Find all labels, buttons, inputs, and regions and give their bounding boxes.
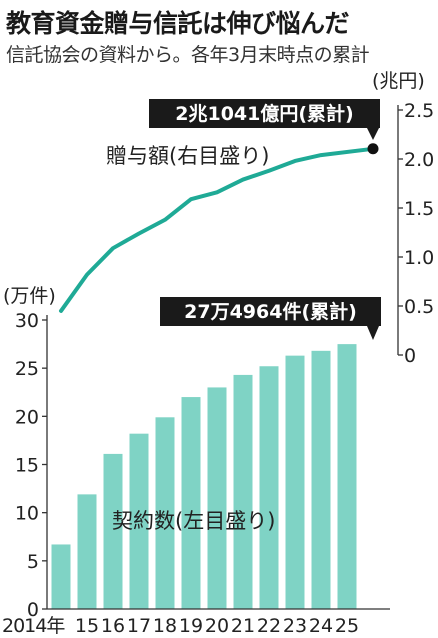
left-tick-label-0: 0: [27, 599, 39, 621]
x-tick-label-10: 24: [309, 615, 333, 637]
bar-3: [129, 433, 149, 609]
left-tick-label-3: 15: [15, 455, 39, 477]
x-tick-label-5: 19: [179, 615, 203, 637]
x-tick-label-11: 25: [335, 615, 359, 637]
line-series-label: 贈与額(右目盛り): [106, 144, 269, 168]
bar-2: [103, 453, 123, 609]
left-tick-label-6: 30: [15, 310, 39, 332]
right-tick-label-3: 1.5: [404, 198, 434, 220]
x-tick-label-4: 18: [153, 615, 177, 637]
left-tick-label-5: 25: [15, 358, 39, 380]
right-axis-unit: (兆円): [372, 70, 425, 92]
right-tick-label-1: 0.5: [404, 296, 434, 318]
right-tick-label-2: 1.0: [404, 247, 434, 269]
right-tick-label-5: 2.5: [404, 100, 434, 122]
bar-callout-text: 27万4964件(累計): [184, 300, 357, 323]
left-tick-label-2: 10: [15, 503, 39, 525]
x-tick-label-6: 20: [205, 615, 229, 637]
chart-subtitle: 信託協会の資料から。各年3月末時点の累計: [6, 44, 370, 66]
bar-0: [51, 544, 71, 609]
axes-layer: [42, 105, 403, 610]
x-tick-label-8: 22: [257, 615, 281, 637]
bar-4: [155, 417, 175, 609]
line-callout-text: 2兆1041億円(累計): [175, 102, 353, 125]
bar-callout-box: [160, 297, 381, 326]
labels-layer: 0 5 10 15 20 25 30 (万件) 0 0.5 1.0 1.5 2.0 2.5 (兆円) 2014…: [2, 70, 434, 637]
left-axis-unit: (万件): [3, 285, 56, 307]
line-series: [59, 146, 375, 313]
left-tick-label-1: 5: [27, 551, 39, 573]
right-tick-label-0: 0: [404, 345, 416, 367]
line-layer: [59, 143, 379, 313]
x-tick-label-1: 15: [75, 615, 99, 637]
bar-6: [207, 387, 227, 609]
x-tick-label-3: 17: [127, 615, 151, 637]
chart-title: 教育資金贈与信託は伸び悩んだ: [6, 9, 350, 38]
bar-5: [181, 397, 201, 609]
bar-7: [233, 374, 253, 609]
line-callout-pointer: [367, 128, 379, 140]
x-tick-label-0: 2014年: [2, 615, 65, 637]
x-tick-label-7: 21: [231, 615, 255, 637]
right-tick-label-4: 2.0: [404, 149, 434, 171]
line-callout-box: [149, 99, 380, 128]
bar-1: [77, 494, 97, 609]
bar-11: [337, 344, 357, 609]
bars-layer: [51, 344, 357, 609]
bar-series-label: 契約数(左目盛り): [112, 509, 275, 533]
x-tick-label-9: 23: [283, 615, 307, 637]
bar-callout-pointer: [367, 326, 379, 340]
x-tick-label-2: 16: [101, 615, 125, 637]
left-tick-label-4: 20: [15, 406, 39, 428]
bar-10: [311, 350, 331, 609]
bar-8: [259, 366, 279, 609]
line-end-point: [367, 143, 379, 155]
bar-9: [285, 355, 305, 609]
